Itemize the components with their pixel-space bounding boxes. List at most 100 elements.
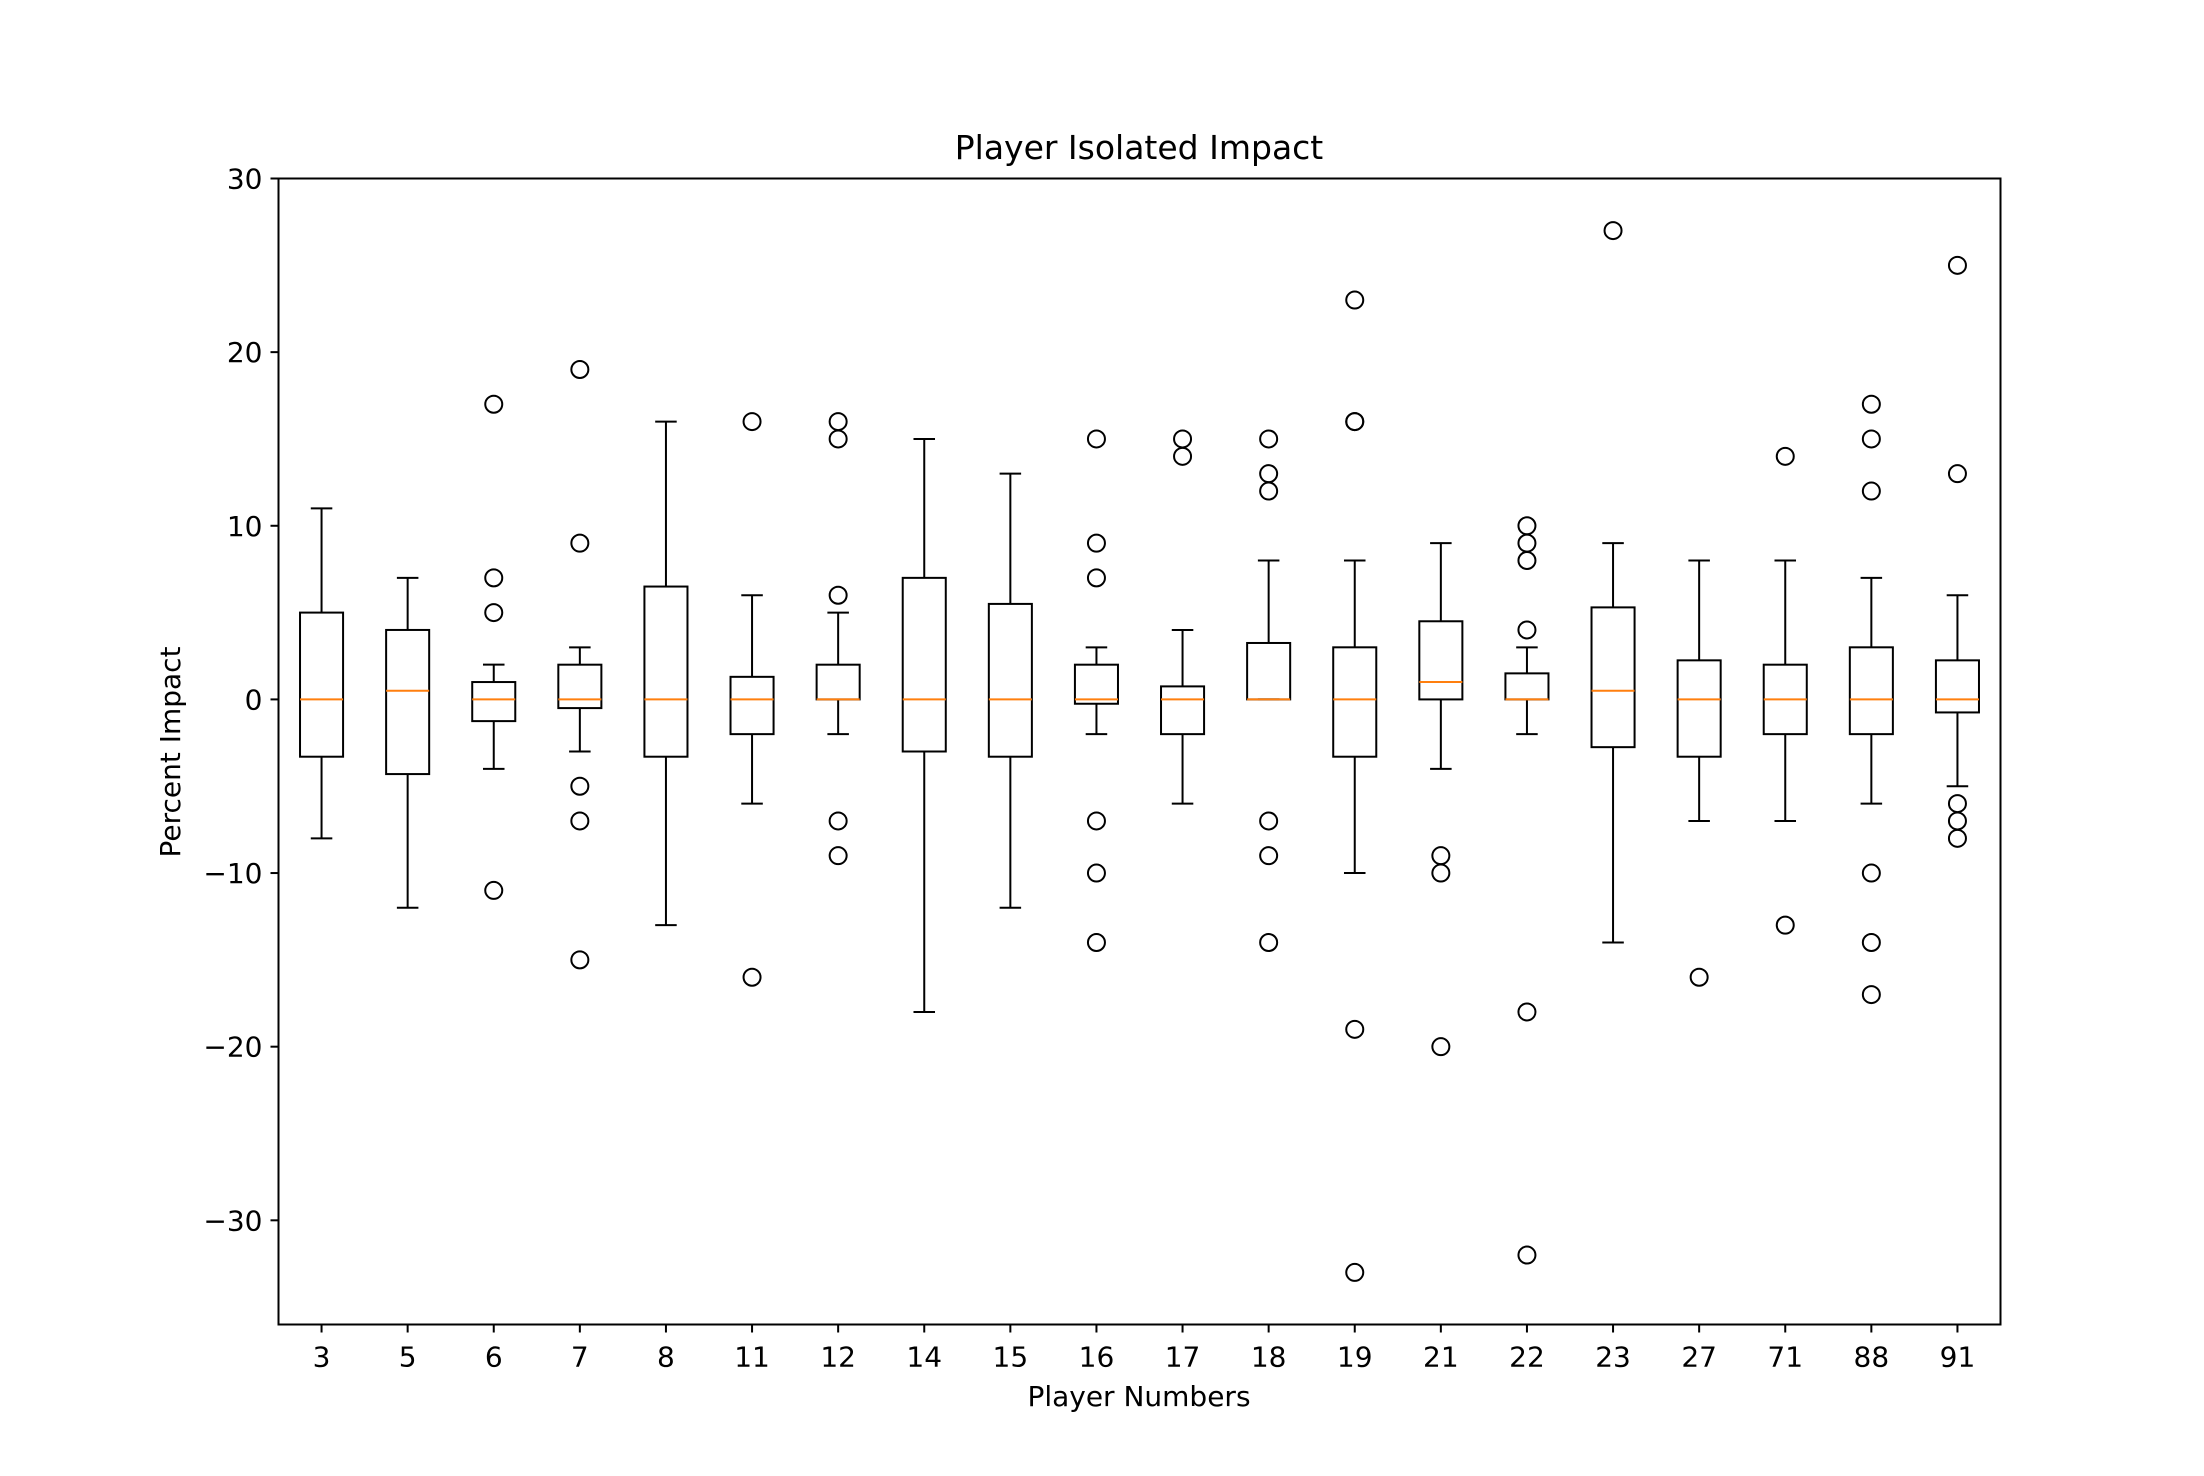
outlier-point [1861, 429, 1881, 449]
box-group-player-71 [1762, 446, 1808, 935]
iqr-box [1934, 659, 1980, 714]
outlier-point [742, 967, 762, 987]
outlier-point [1345, 1019, 1365, 1039]
outlier-point [1259, 933, 1279, 952]
x-tick-label: 23 [1595, 1341, 1631, 1374]
iqr-box [1676, 659, 1722, 758]
outlier-point [1345, 290, 1365, 310]
box-group-player-14 [901, 437, 947, 1013]
box-group-player-12 [815, 412, 861, 866]
outlier-point [742, 412, 762, 432]
y-tick-label: 0 [245, 683, 263, 716]
outlier-point [828, 811, 848, 831]
iqr-box [385, 628, 431, 776]
x-tick-label: 19 [1337, 1341, 1373, 1374]
x-tick-label: 8 [657, 1341, 675, 1374]
y-tick-label: 20 [227, 336, 263, 369]
outlier-point [1861, 394, 1881, 414]
outlier-point [1431, 1037, 1451, 1057]
iqr-box [1073, 663, 1119, 705]
outlier-point [1345, 412, 1365, 432]
x-tick-label: 3 [313, 1341, 331, 1374]
outlier-point [1086, 811, 1106, 831]
outlier-point [1861, 481, 1881, 501]
iqr-box [643, 585, 689, 758]
chart-title: Player Isolated Impact [955, 128, 1324, 167]
outlier-point [484, 880, 504, 900]
outlier-point [484, 394, 504, 414]
outlier-point [570, 533, 590, 553]
x-tick-label: 88 [1854, 1341, 1890, 1374]
box-group-player-3 [299, 507, 345, 840]
outlier-point [1086, 863, 1106, 883]
box-group-player-21 [1418, 542, 1464, 1057]
box-group-player-18 [1246, 429, 1292, 952]
box-group-player-5 [385, 576, 431, 909]
axis-ticks: 3 5 6 7 8 11 12 14 15 16 17 18 19 21 22 23 27 71 88 91 −30 −2… [203, 163, 1975, 1374]
outlier-point [570, 811, 590, 831]
outlier-point [828, 846, 848, 866]
outlier-point [1861, 933, 1881, 952]
outlier-point [1517, 551, 1537, 570]
box-group-player-7 [557, 360, 603, 970]
outlier-point [1259, 429, 1279, 449]
outlier-point [1947, 464, 1967, 484]
x-tick-label: 21 [1423, 1341, 1459, 1374]
box-group-player-16 [1073, 429, 1119, 952]
outlier-point [1517, 1245, 1537, 1265]
outlier-point [1086, 568, 1106, 588]
plot-area [299, 221, 1980, 1282]
iqr-box [557, 663, 603, 710]
outlier-point [1259, 811, 1279, 831]
outlier-point [1431, 863, 1451, 883]
x-tick-label: 91 [1940, 1341, 1976, 1374]
outlier-point [1086, 933, 1106, 952]
outlier-point [1603, 221, 1623, 241]
outlier-point [1861, 863, 1881, 883]
y-tick-label: 30 [227, 163, 263, 196]
box-group-player-19 [1332, 290, 1378, 1282]
y-tick-label: −20 [203, 1031, 262, 1064]
iqr-box [1332, 646, 1378, 758]
outlier-point [1947, 255, 1967, 275]
y-axis-label: Percent Impact [154, 646, 187, 857]
outlier-point [570, 950, 590, 970]
iqr-box [1418, 620, 1464, 701]
outlier-point [484, 568, 504, 588]
x-tick-label: 11 [734, 1341, 770, 1374]
plot-frame [277, 177, 2002, 1326]
iqr-box [1848, 646, 1894, 736]
box-group-player-23 [1590, 221, 1636, 944]
x-tick-label: 12 [820, 1341, 856, 1374]
outlier-point [1259, 846, 1279, 866]
iqr-box [1160, 685, 1206, 736]
x-tick-label: 17 [1165, 1341, 1201, 1374]
iqr-box [901, 576, 947, 753]
outlier-point [828, 429, 848, 449]
x-tick-label: 71 [1767, 1341, 1803, 1374]
outlier-point [484, 603, 504, 623]
box-group-player-11 [729, 412, 775, 987]
x-tick-label: 18 [1251, 1341, 1287, 1374]
outlier-point [1173, 446, 1193, 466]
box-group-player-17 [1160, 429, 1206, 805]
iqr-box [1590, 606, 1636, 749]
outlier-point [1345, 1262, 1365, 1282]
outlier-point [1775, 915, 1795, 935]
box-group-player-22 [1504, 516, 1550, 1265]
outlier-point [1086, 533, 1106, 553]
x-tick-label: 16 [1079, 1341, 1115, 1374]
outlier-point [1861, 985, 1881, 1005]
iqr-box [299, 611, 345, 758]
y-tick-label: −10 [203, 857, 262, 890]
x-tick-label: 7 [571, 1341, 589, 1374]
x-tick-label: 5 [399, 1341, 417, 1374]
box-group-player-27 [1676, 559, 1722, 987]
outlier-point [570, 776, 590, 796]
box-group-player-15 [987, 472, 1033, 909]
box-group-player-88 [1848, 394, 1894, 1005]
outlier-point [1947, 828, 1967, 848]
y-tick-label: −30 [203, 1204, 262, 1237]
y-tick-label: 10 [227, 510, 263, 543]
